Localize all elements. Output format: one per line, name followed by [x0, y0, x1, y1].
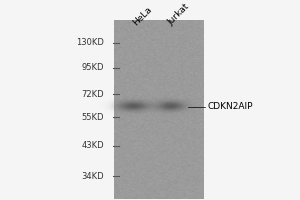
Text: 95KD: 95KD [81, 63, 104, 72]
Text: 34KD: 34KD [81, 172, 104, 181]
Text: 130KD: 130KD [76, 38, 104, 47]
Text: 55KD: 55KD [81, 113, 104, 122]
Text: 72KD: 72KD [81, 90, 104, 99]
Text: Jurkat: Jurkat [166, 2, 191, 27]
Text: HeLa: HeLa [131, 5, 153, 27]
Text: CDKN2AIP: CDKN2AIP [208, 102, 254, 111]
Text: 43KD: 43KD [81, 141, 104, 150]
Bar [114, 20, 203, 199]
